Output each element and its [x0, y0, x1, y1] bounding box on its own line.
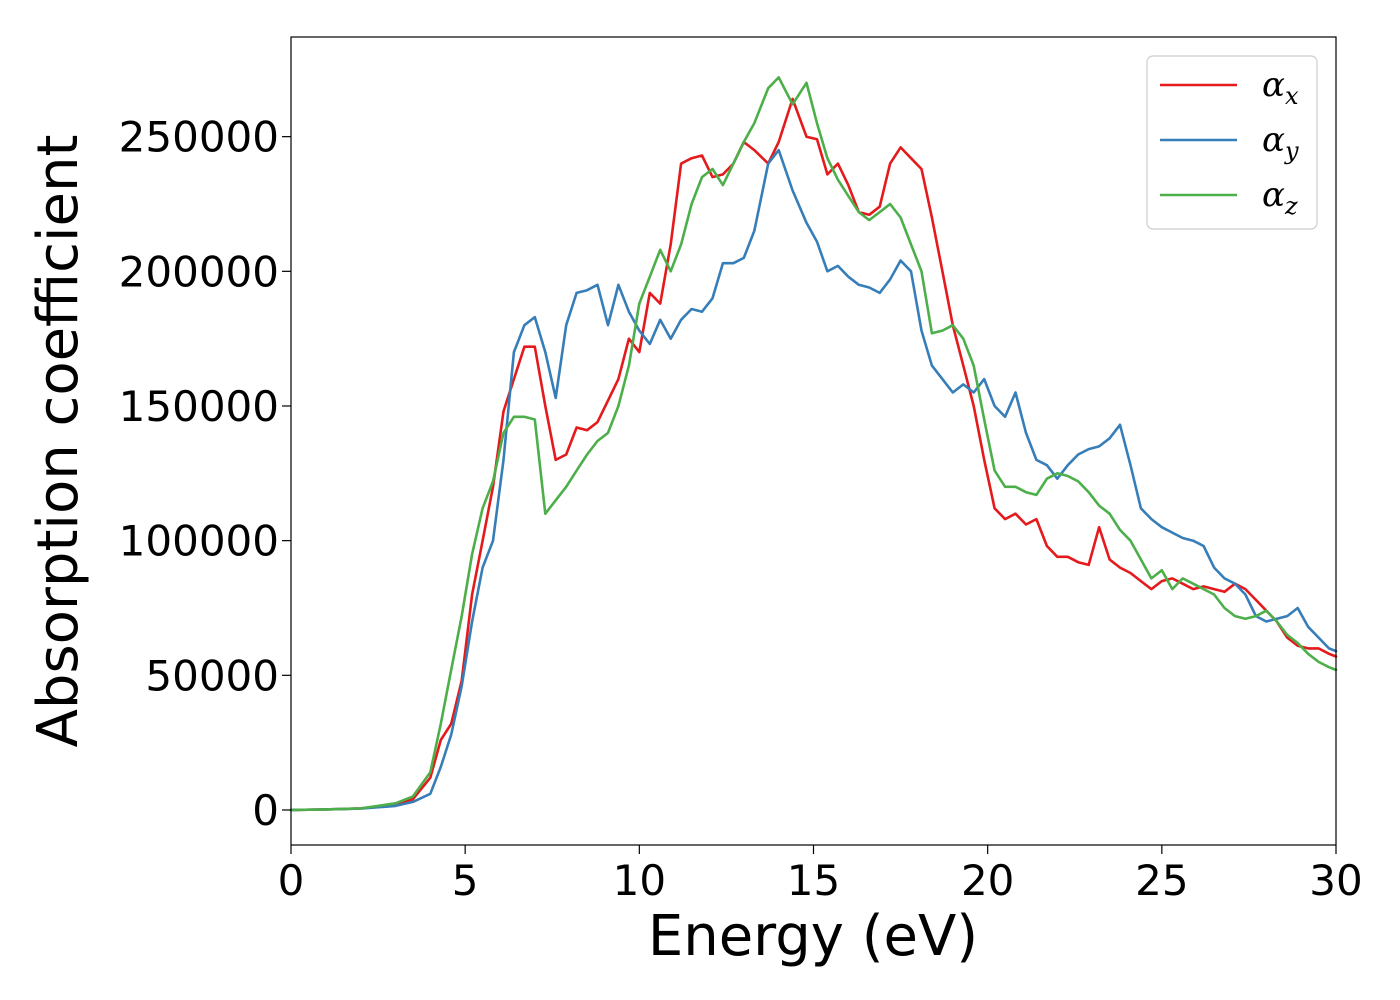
x-tick-label: 25 — [1135, 856, 1188, 905]
y-tick-label: 100000 — [119, 517, 279, 566]
y-axis: 0 50000 100000 150000 200000 250000 — [119, 113, 291, 835]
y-tick-label: 0 — [252, 786, 279, 835]
x-tick-label: 10 — [613, 856, 666, 905]
x-tick-label: 15 — [787, 856, 840, 905]
x-tick-label: 30 — [1309, 856, 1362, 905]
legend-label-z: αz — [1262, 175, 1298, 220]
x-tick-label: 5 — [452, 856, 479, 905]
legend-label-y: αy — [1262, 120, 1299, 165]
series-line-z — [289, 76, 1338, 812]
y-tick-label: 200000 — [119, 247, 279, 296]
series-line-y — [289, 148, 1338, 812]
y-tick-label: 150000 — [119, 382, 279, 431]
x-axis-title: Energy (eV) — [648, 904, 978, 969]
legend-label-x: αx — [1262, 65, 1299, 110]
x-tick-label: 20 — [961, 856, 1014, 905]
y-tick-label: 50000 — [145, 651, 279, 700]
y-axis-title: Absorption coefficient — [26, 135, 91, 748]
x-axis: 0 5 10 15 20 25 30 — [278, 845, 1363, 905]
x-tick-label: 0 — [278, 856, 305, 905]
y-tick-label: 250000 — [119, 113, 279, 162]
legend-box — [1146, 55, 1318, 230]
legend: αx αy αz — [1146, 55, 1318, 230]
series-layer — [289, 76, 1338, 812]
series-line-x — [289, 97, 1338, 812]
